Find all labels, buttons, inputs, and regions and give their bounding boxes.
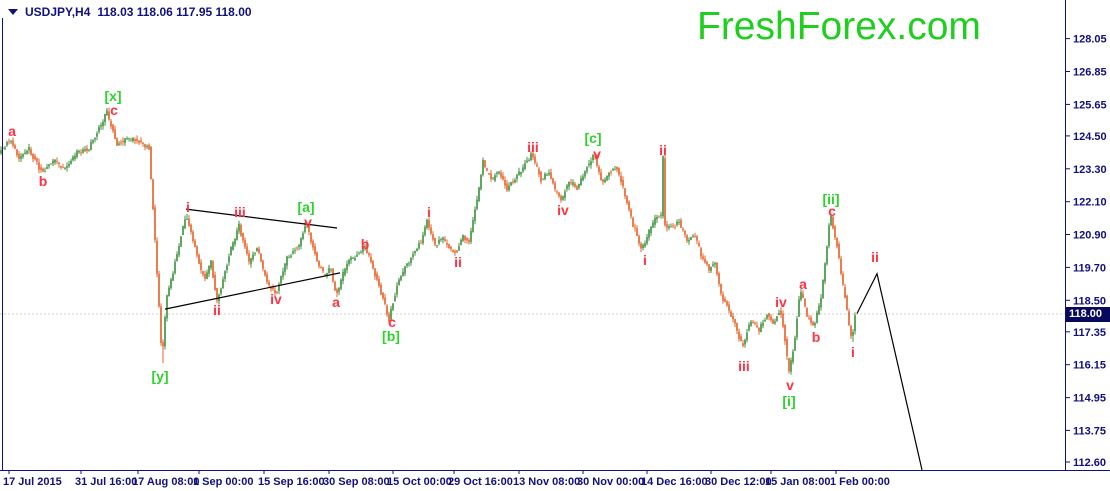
svg-text:1 Feb 00:00: 1 Feb 00:00 — [830, 476, 890, 488]
svg-text:112.60: 112.60 — [1073, 457, 1106, 469]
svg-text:125.65: 125.65 — [1073, 99, 1107, 111]
candlestick-series-down — [2, 111, 852, 372]
wave-label: [c] — [584, 130, 601, 146]
wave-label: iv — [270, 291, 282, 307]
wave-label: a — [332, 294, 340, 310]
svg-text:13 Nov 08:00: 13 Nov 08:00 — [513, 476, 580, 488]
svg-text:113.75: 113.75 — [1073, 425, 1106, 437]
wave-label: [i] — [782, 393, 795, 409]
svg-text:15 Oct 00:00: 15 Oct 00:00 — [387, 476, 452, 488]
svg-text:122.10: 122.10 — [1073, 197, 1107, 209]
svg-text:116.15: 116.15 — [1073, 360, 1106, 372]
wave-label: b — [361, 236, 370, 252]
wave-label: c — [388, 314, 396, 330]
svg-text:123.30: 123.30 — [1073, 164, 1107, 176]
svg-text:31 Jul 16:00: 31 Jul 16:00 — [75, 476, 137, 488]
wave-label: i — [427, 204, 431, 220]
wave-label: ii — [871, 249, 879, 265]
wave-label: [x] — [104, 88, 121, 104]
svg-text:15 Jan 08:00: 15 Jan 08:00 — [765, 476, 830, 488]
svg-text:124.50: 124.50 — [1073, 131, 1107, 143]
svg-text:114.95: 114.95 — [1073, 393, 1106, 405]
wave-label: a — [799, 276, 807, 292]
svg-text:17 Aug 08:00: 17 Aug 08:00 — [132, 476, 199, 488]
svg-text:120.90: 120.90 — [1073, 230, 1107, 242]
wave-label: [ii] — [822, 191, 839, 207]
wave-label: a — [8, 123, 16, 139]
broker-watermark: FreshForex.com — [697, 5, 981, 48]
svg-text:128.05: 128.05 — [1073, 34, 1107, 46]
wave-label: b — [39, 173, 48, 189]
svg-text:29 Oct 16:00: 29 Oct 16:00 — [448, 476, 513, 488]
wave-label: b — [812, 329, 821, 345]
svg-text:1 Sep 00:00: 1 Sep 00:00 — [193, 476, 254, 488]
wave-label: iv — [557, 202, 569, 218]
wave-label: [y] — [151, 368, 168, 384]
wave-label: v — [786, 377, 794, 393]
wave-label: i — [186, 199, 190, 215]
candlestick-series-wicks-up — [0, 107, 856, 375]
candlestick-series-up — [0, 110, 856, 372]
trendline-1 — [164, 272, 341, 310]
ohlc-quotes-label: 118.03 118.06 117.95 118.00 — [97, 5, 252, 19]
wave-label: [a] — [297, 199, 314, 215]
forecast-projection-line — [856, 271, 923, 471]
svg-text:30 Dec 12:00: 30 Dec 12:00 — [705, 476, 772, 488]
svg-text:17 Jul 2015: 17 Jul 2015 — [3, 476, 62, 488]
svg-text:30 Sep 08:00: 30 Sep 08:00 — [323, 476, 390, 488]
wave-label: v — [593, 146, 601, 162]
svg-text:30 Nov 00:00: 30 Nov 00:00 — [577, 476, 644, 488]
wave-label: c — [828, 203, 836, 219]
wave-label: iv — [775, 294, 787, 310]
candlestick-series-wicks-down — [2, 107, 852, 374]
svg-text:15 Sep 16:00: 15 Sep 16:00 — [258, 476, 325, 488]
wave-label: ii — [213, 302, 221, 318]
svg-text:117.35: 117.35 — [1073, 327, 1106, 339]
svg-text:126.85: 126.85 — [1073, 67, 1107, 79]
wave-label: [b] — [382, 328, 400, 344]
y-axis-labels: 128.05 126.85 125.65 124.50 123.30 122.10 120.… — [1065, 34, 1107, 469]
current-price-tag: 118.00 — [1066, 307, 1110, 322]
wave-labels: ab[x]c[y]iiiiiiiv[a]vabc[b]iiiiiiiv[c]vi… — [8, 88, 879, 409]
wave-label: ii — [659, 142, 667, 158]
chart-menu-triangle-icon[interactable] — [8, 9, 18, 15]
symbol-timeframe-label: USDJPY,H4 — [25, 5, 91, 19]
wave-label: iii — [738, 358, 750, 374]
wave-label: iii — [527, 139, 539, 155]
wave-label: c — [110, 102, 118, 118]
svg-text:118.50: 118.50 — [1073, 295, 1106, 307]
wave-label: ii — [454, 254, 462, 270]
svg-text:119.70: 119.70 — [1073, 262, 1106, 274]
svg-text:14 Dec 16:00: 14 Dec 16:00 — [641, 476, 708, 488]
wave-label: i — [851, 344, 855, 360]
chart-titlebar: USDJPY,H4 118.03 118.06 117.95 118.00 — [8, 5, 252, 19]
wave-label: iii — [234, 204, 246, 220]
wave-label: i — [643, 252, 647, 268]
trendline-0 — [185, 208, 338, 229]
wave-label: v — [304, 214, 312, 230]
